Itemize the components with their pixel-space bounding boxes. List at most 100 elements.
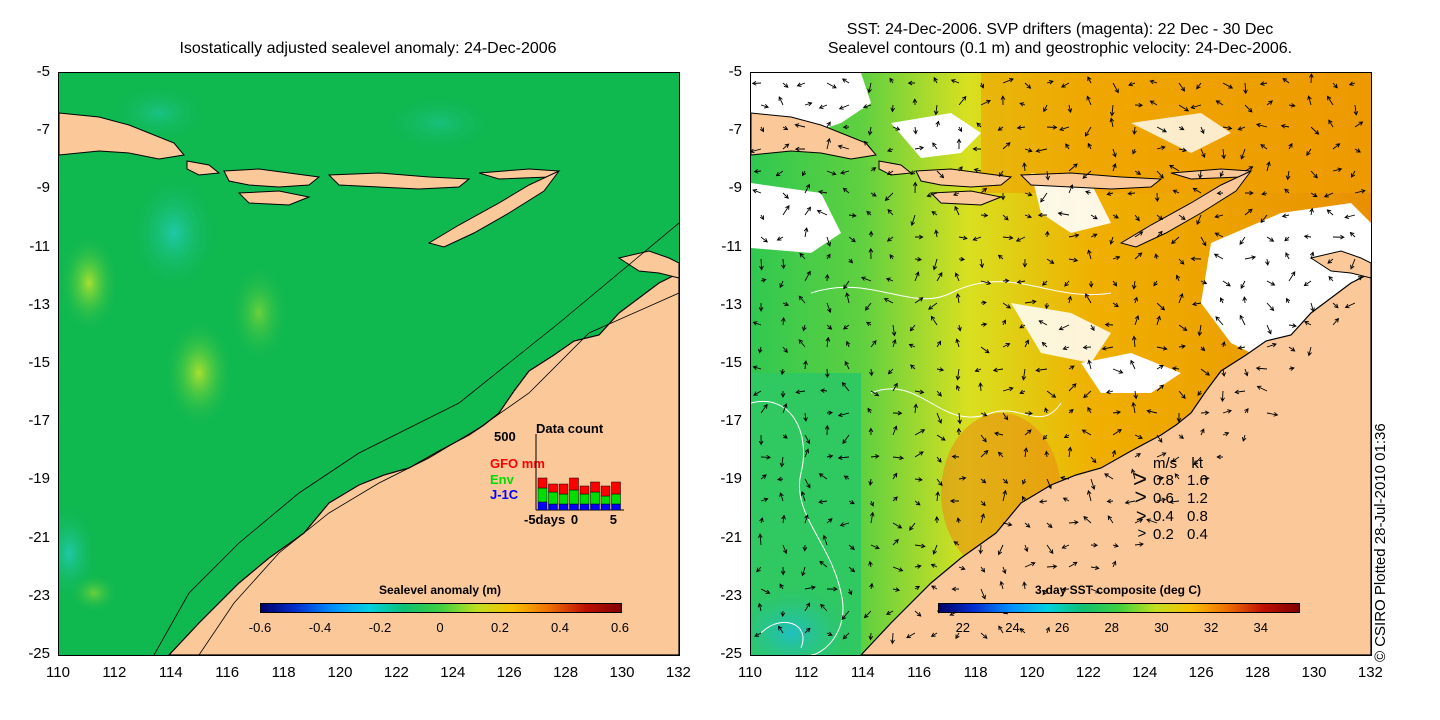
velocity-arrow bbox=[1101, 346, 1114, 351]
x-tick-label: 124 bbox=[440, 664, 466, 681]
x-tick-label: 130 bbox=[1301, 664, 1327, 681]
velocity-arrow bbox=[1178, 104, 1190, 112]
velocity-arrow bbox=[1239, 314, 1246, 326]
velocity-arrow bbox=[1200, 126, 1205, 135]
velocity-arrow bbox=[826, 410, 834, 416]
data-count-bar bbox=[558, 493, 569, 505]
velocity-arrow bbox=[884, 192, 894, 201]
velocity-arrow bbox=[1285, 170, 1291, 181]
velocity-arrow bbox=[980, 346, 990, 354]
velocity-arrow bbox=[926, 192, 938, 198]
y-tick-label: -5 bbox=[36, 63, 50, 80]
velocity-arrow bbox=[1060, 82, 1070, 88]
velocity-arrow bbox=[802, 544, 808, 552]
velocity-arrow bbox=[1112, 368, 1124, 374]
velocity-arrow bbox=[782, 192, 789, 199]
velocity-arrow bbox=[824, 368, 830, 379]
velocity-arrow bbox=[1304, 321, 1312, 326]
velocity-arrow bbox=[954, 205, 960, 216]
velocity-arrow bbox=[825, 336, 831, 348]
data-count-bar bbox=[548, 483, 558, 493]
velocity-arrow bbox=[780, 368, 785, 376]
velocity-arrow bbox=[1104, 322, 1114, 328]
velocity-arrow bbox=[1112, 543, 1119, 548]
velocity-arrow bbox=[1112, 82, 1119, 94]
colorbar-tick-label: -0.4 bbox=[308, 620, 332, 635]
velocity-arrow bbox=[1168, 499, 1180, 505]
velocity-arrow bbox=[798, 339, 806, 348]
velocity-arrow bbox=[839, 522, 850, 527]
velocity-arrow bbox=[1002, 412, 1009, 421]
velocity-arrow bbox=[931, 585, 938, 590]
velocity-arrow bbox=[1255, 366, 1268, 371]
y-tick-label: -15 bbox=[28, 354, 50, 371]
velocity-arrow bbox=[955, 632, 960, 640]
velocity-arrow bbox=[799, 252, 806, 260]
velocity-arrow bbox=[1019, 324, 1026, 329]
data-count-bar bbox=[611, 481, 621, 495]
velocity-arrow bbox=[843, 280, 850, 290]
velocity-arrow bbox=[848, 566, 856, 573]
velocity-arrow bbox=[1024, 522, 1031, 528]
velocity-arrow bbox=[794, 123, 806, 128]
velocity-arrow bbox=[1046, 478, 1052, 490]
velocity-arrow bbox=[980, 434, 987, 443]
velocity-arrow bbox=[869, 511, 875, 524]
cloud-patch bbox=[1011, 303, 1111, 363]
velocity-arrow bbox=[1133, 296, 1138, 304]
velocity-arrow bbox=[1107, 515, 1114, 524]
velocity-arrow bbox=[1088, 280, 1094, 288]
data-count-bar bbox=[537, 501, 548, 511]
velocity-arrow bbox=[1244, 368, 1249, 377]
velocity-arrow bbox=[1002, 489, 1007, 502]
velocity-arrow bbox=[1196, 82, 1202, 90]
velocity-arrow bbox=[1134, 252, 1143, 260]
velocity-arrow bbox=[1090, 456, 1097, 464]
velocity-arrow bbox=[1288, 142, 1293, 150]
velocity-arrow bbox=[782, 125, 789, 130]
y-tick-label: -25 bbox=[28, 645, 50, 662]
velocity-arrow bbox=[1061, 544, 1070, 549]
velocity-arrow bbox=[936, 340, 942, 348]
velocity-arrow bbox=[1024, 148, 1033, 153]
velocity-arrow bbox=[1062, 345, 1070, 351]
velocity-arrow bbox=[1172, 189, 1180, 194]
velocity-arrow bbox=[980, 300, 987, 306]
velocity-arrow bbox=[1214, 232, 1224, 238]
velocity-arrow bbox=[760, 588, 771, 594]
velocity-arrow bbox=[1221, 341, 1226, 348]
velocity-arrow bbox=[892, 587, 901, 592]
velocity-arrow bbox=[1332, 317, 1340, 326]
velocity-arrow bbox=[972, 236, 982, 241]
velocity-arrow bbox=[803, 412, 808, 422]
velocity-arrow bbox=[1266, 342, 1277, 348]
anomaly-high bbox=[229, 263, 289, 363]
velocity-arrow bbox=[804, 434, 811, 445]
velocity-arrow bbox=[1131, 401, 1136, 414]
colorbar-tick-label: -0.6 bbox=[248, 620, 272, 635]
colorbar-tick-label: 30 bbox=[1154, 620, 1169, 635]
velocity-arrow bbox=[1002, 566, 1007, 575]
velocity-arrow bbox=[1306, 148, 1312, 157]
y-tick-label: -17 bbox=[28, 412, 50, 430]
velocity-arrow bbox=[914, 477, 923, 482]
velocity-arrow bbox=[1354, 276, 1363, 282]
velocity-arrow bbox=[913, 403, 918, 414]
velocity-arrow bbox=[826, 137, 831, 150]
velocity-arrow bbox=[804, 206, 812, 216]
velocity-arrow bbox=[1090, 233, 1098, 238]
velocity-arrow bbox=[1112, 148, 1117, 158]
velocity-arrow bbox=[1046, 544, 1054, 555]
velocity-arrow bbox=[1112, 280, 1118, 287]
x-tick-label: 126 bbox=[1188, 664, 1214, 681]
velocity-arrow bbox=[955, 384, 961, 392]
velocity-arrow bbox=[1178, 344, 1186, 349]
velocity-arrow bbox=[826, 324, 833, 330]
velocity-arrow bbox=[1174, 473, 1180, 480]
velocity-arrow bbox=[779, 492, 784, 502]
velocity-arrow bbox=[869, 368, 874, 377]
velocity-arrow bbox=[782, 205, 790, 216]
velocity-arrow bbox=[912, 181, 918, 194]
data-count-xaxis: -5days 0 5 bbox=[524, 512, 617, 527]
velocity-arrow bbox=[1015, 236, 1026, 242]
